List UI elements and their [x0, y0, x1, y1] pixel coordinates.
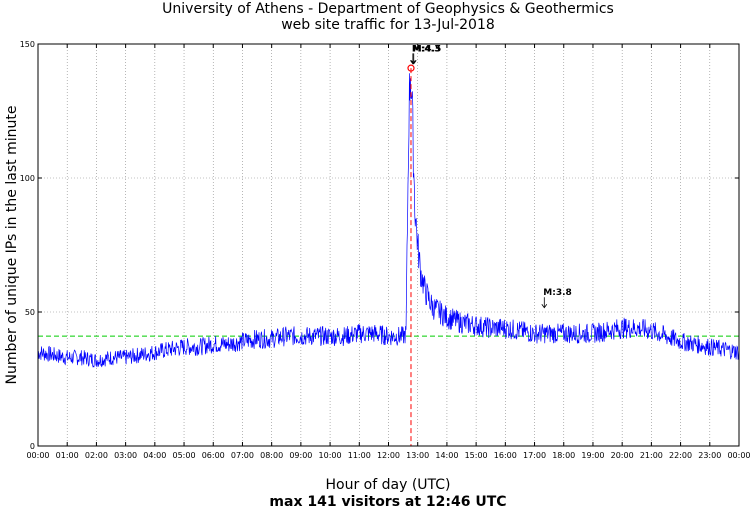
x-tick-label: 22:00 [669, 451, 692, 460]
x-tick-label: 08:00 [260, 451, 283, 460]
x-tick-label: 20:00 [611, 451, 634, 460]
y-tick-label: 0 [30, 442, 35, 451]
traffic-series-line [37, 73, 740, 368]
chart-footer: max 141 visitors at 12:46 UTC [269, 494, 506, 510]
chart-title: University of Athens - Department of Geo… [162, 1, 614, 17]
x-axis-label: Hour of day (UTC) [326, 477, 451, 493]
x-tick-label: 14:00 [435, 451, 458, 460]
annotation-arrowhead [410, 60, 417, 65]
x-tick-label: 04:00 [143, 451, 166, 460]
x-tick-label: 23:00 [698, 451, 721, 460]
y-tick-label: 100 [20, 174, 35, 183]
annotation-arrowhead [410, 60, 416, 65]
annotation-label: M:3.8 [543, 288, 572, 298]
x-tick-label: 18:00 [552, 451, 575, 460]
x-tick-label: 15:00 [465, 451, 488, 460]
annotation-arrowhead [541, 304, 548, 309]
x-tick-label: 09:00 [289, 451, 312, 460]
grid-lines [38, 44, 739, 446]
series-layer [37, 73, 740, 368]
x-tick-label: 16:00 [494, 451, 517, 460]
x-tick-label: 12:00 [377, 451, 400, 460]
x-tick-label: 11:00 [348, 451, 371, 460]
chart-subtitle: web site traffic for 13-Jul-2018 [281, 17, 495, 33]
peak-marker-circle [407, 64, 415, 72]
x-tick-label: 19:00 [581, 451, 604, 460]
x-tick-label: 00:00 [26, 451, 49, 460]
x-tick-label: 02:00 [85, 451, 108, 460]
annotation-label: M:4.3 [412, 44, 441, 54]
marker-layer [407, 64, 415, 446]
x-tick-label: 00:00 [727, 451, 750, 460]
x-tick-label: 05:00 [173, 451, 196, 460]
x-tick-label: 03:00 [114, 451, 137, 460]
y-axis-ticks: 0 50 100 150 [20, 40, 739, 451]
y-tick-label: 150 [20, 40, 35, 49]
x-tick-label: 06:00 [202, 451, 225, 460]
y-tick-label: 50 [25, 308, 35, 317]
x-tick-label: 13:00 [406, 451, 429, 460]
x-tick-label: 17:00 [523, 451, 546, 460]
x-tick-label: 07:00 [231, 451, 254, 460]
x-tick-label: 21:00 [640, 451, 663, 460]
y-axis-label: Number of unique IPs in the last minute [4, 106, 20, 385]
x-tick-label: 01:00 [56, 451, 79, 460]
x-axis-ticks: 00:00 01:00 02:00 03:00 04:00 05:00 06:00 07:00… [26, 44, 750, 460]
annotation-layer: M:4.3M:4.5 M:3.8 [410, 44, 572, 309]
annotation-label: M:4.5 [413, 44, 442, 54]
x-tick-label: 10:00 [319, 451, 342, 460]
